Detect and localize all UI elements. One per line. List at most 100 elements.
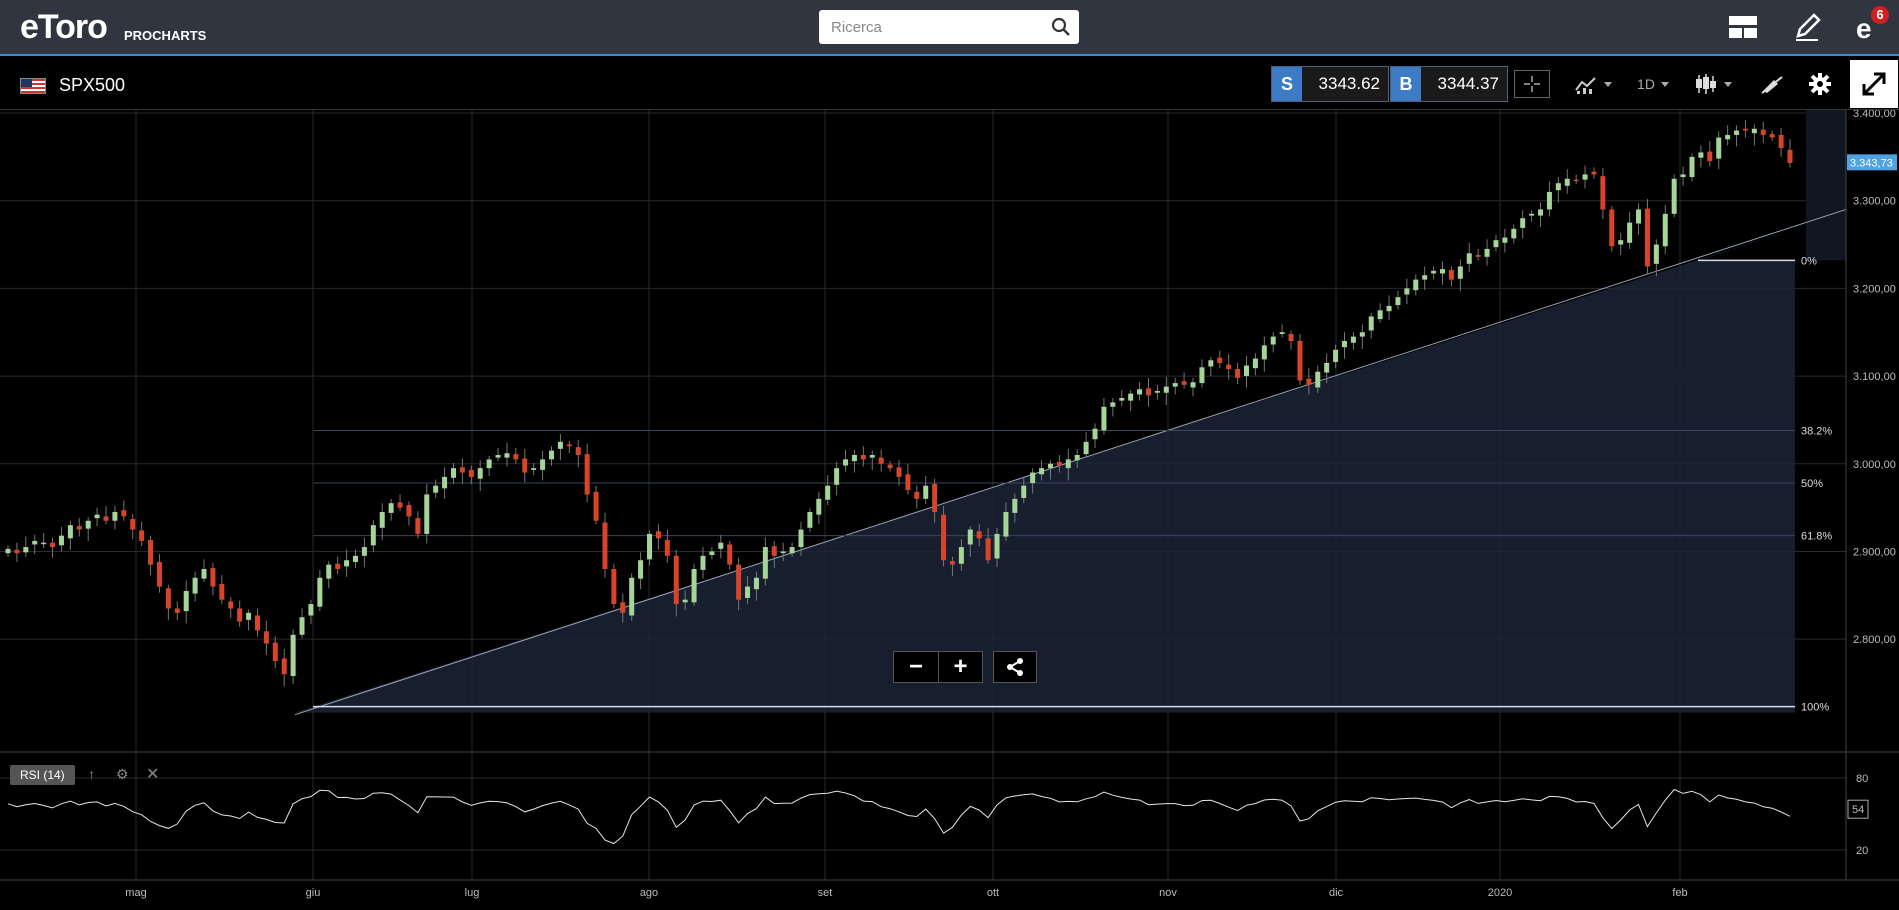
search-icon[interactable] (1050, 16, 1072, 38)
zoom-controls: − + (893, 651, 983, 683)
candle-body (914, 491, 920, 499)
candle-body (23, 547, 29, 553)
candle-body (442, 476, 448, 489)
candle-body (700, 555, 706, 570)
candle-body (335, 563, 341, 569)
candle-body (165, 588, 171, 609)
candle-body (1226, 364, 1232, 370)
search-input[interactable] (819, 10, 1079, 44)
candle-body (1662, 213, 1668, 247)
price-chart[interactable]: 0% 38.2% 50% 61.8% 100% 3.400,00 3.300,00 3.20… (0, 110, 1899, 910)
candle-body (549, 450, 555, 460)
drawing-tools-button[interactable] (1754, 70, 1790, 98)
candle-body (967, 529, 973, 545)
candle-body (1671, 178, 1677, 214)
candle-body (513, 454, 519, 460)
candle-body (459, 467, 465, 473)
candle-body (1538, 209, 1544, 216)
candle-body (1546, 191, 1552, 210)
candle-body (1493, 240, 1499, 248)
rsi-indicator-label[interactable]: RSI (14) (10, 765, 75, 785)
candle-body (433, 485, 439, 493)
time-tick-label: ago (640, 887, 658, 899)
candle-body (709, 551, 715, 555)
candle-body (664, 540, 670, 556)
arrow-up-icon[interactable]: ↑ (88, 766, 95, 782)
crosshair-icon (1524, 76, 1540, 92)
notification-badge[interactable]: 6 (1871, 6, 1889, 24)
candle-body (1190, 382, 1196, 388)
time-tick-label: dic (1329, 887, 1344, 899)
candle-body (1422, 275, 1428, 280)
candle-body (388, 503, 394, 513)
time-tick-label: nov (1159, 887, 1177, 899)
expand-icon (1862, 72, 1886, 96)
candle-body (1769, 134, 1775, 138)
candle-body (1030, 472, 1036, 484)
candle-body (228, 601, 234, 609)
candle-body (798, 529, 804, 548)
candle-body (1778, 134, 1784, 149)
candle-body (1742, 128, 1748, 131)
candle-body (281, 658, 287, 675)
chart-type-dropdown[interactable] (1690, 70, 1736, 98)
candle-body (575, 447, 581, 455)
instrument-symbol: SPX500 (59, 75, 126, 95)
candle-body (1261, 345, 1267, 360)
candle-body (1154, 390, 1160, 393)
candle-body (1618, 240, 1624, 245)
layout-icon[interactable] (1726, 12, 1760, 42)
candle-body (896, 467, 902, 477)
candle-body (1163, 386, 1169, 393)
candle-body (1235, 369, 1241, 378)
candle-body (237, 608, 243, 622)
fib-level-label: 50% (1801, 478, 1823, 490)
candle-body (272, 642, 278, 662)
candle-body (148, 540, 154, 565)
candle-body (1582, 174, 1588, 180)
candle-body (851, 455, 857, 462)
timeframe-dropdown[interactable]: 1D (1630, 70, 1676, 98)
candle-body (1047, 463, 1053, 469)
candle-body (174, 608, 180, 613)
user-profile-icon[interactable]: e (1852, 12, 1886, 42)
candle-body (1787, 149, 1793, 163)
zoom-out-button[interactable]: − (908, 653, 923, 680)
candle-body (121, 510, 127, 517)
candle-body (584, 454, 590, 495)
zoom-in-button[interactable]: + (938, 652, 982, 682)
candle-body (1306, 378, 1312, 385)
share-button[interactable] (993, 651, 1037, 683)
candle-body (352, 555, 358, 562)
settings-button[interactable] (1802, 70, 1838, 98)
price-tick-label: 2.800,00 (1853, 634, 1896, 646)
candle-body (1404, 288, 1410, 295)
buy-button[interactable]: B 3344.37 (1390, 66, 1508, 102)
candle-body (14, 549, 20, 554)
pencil-icon[interactable] (1790, 12, 1824, 42)
candle-body (629, 577, 635, 616)
candle-body (682, 599, 688, 603)
price-axis: 3.400,00 3.300,00 3.200,00 3.100,00 3.000,00… (1845, 110, 1897, 880)
indicators-dropdown[interactable] (1570, 70, 1616, 98)
close-icon[interactable]: ✕ (146, 766, 160, 783)
candle-body (370, 525, 376, 546)
fib-level-label: 61.8% (1801, 531, 1832, 543)
candle-body (1600, 176, 1606, 210)
etoro-logo[interactable]: eToro (20, 8, 108, 46)
crosshair-button[interactable] (1514, 70, 1550, 98)
candle-body (1324, 362, 1330, 373)
candle-body (718, 542, 724, 549)
candle-body (1716, 137, 1722, 159)
sell-price: 3343.62 (1302, 67, 1388, 101)
candle-body (344, 560, 350, 567)
candle-body (263, 631, 269, 644)
candle-body (94, 514, 100, 519)
fullscreen-button[interactable] (1850, 60, 1898, 108)
candle-body (745, 586, 751, 598)
candle-body (985, 538, 991, 561)
price-tick-label: 3.100,00 (1853, 371, 1896, 383)
gear-icon[interactable]: ⚙ (116, 766, 129, 782)
sell-button[interactable]: S 3343.62 (1271, 66, 1389, 102)
candle-body (994, 533, 1000, 559)
